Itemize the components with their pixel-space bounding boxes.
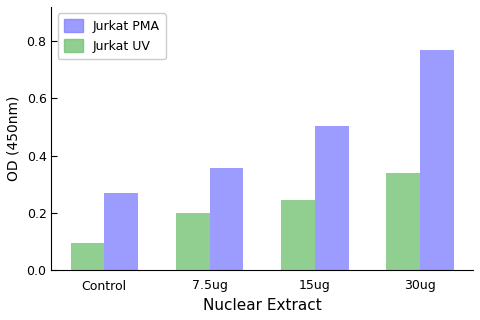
Bar bbox=[281, 200, 315, 270]
Bar bbox=[210, 168, 243, 270]
X-axis label: Nuclear Extract: Nuclear Extract bbox=[203, 298, 322, 313]
Bar bbox=[420, 50, 454, 270]
Bar bbox=[176, 213, 210, 270]
Legend: Jurkat PMA, Jurkat UV: Jurkat PMA, Jurkat UV bbox=[58, 13, 166, 59]
Bar bbox=[386, 173, 420, 270]
Bar bbox=[315, 125, 348, 270]
Bar bbox=[104, 193, 138, 270]
Y-axis label: OD (450nm): OD (450nm) bbox=[7, 96, 21, 181]
Bar bbox=[71, 243, 104, 270]
